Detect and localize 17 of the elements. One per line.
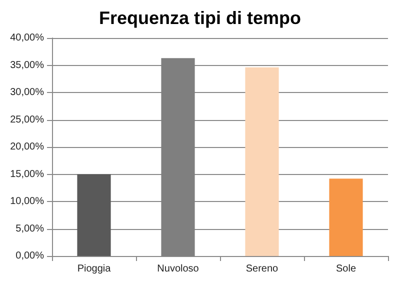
x-tick-label: Sole [336, 264, 356, 274]
x-tick-label: Pioggia [77, 264, 112, 274]
y-tick-label: 10,00% [10, 196, 44, 207]
bar [77, 174, 111, 256]
y-tick-label: 5,00% [16, 223, 44, 234]
y-tick-label: 35,00% [10, 60, 44, 71]
chart-title: Frequenza tipi di tempo [98, 8, 302, 28]
x-tick-label: Nuvoloso [157, 264, 200, 274]
y-tick-label: 40,00% [10, 32, 44, 44]
y-tick-label: 25,00% [10, 114, 44, 126]
x-tick-label: Sereno [246, 264, 279, 274]
y-tick-label: 30,00% [10, 87, 44, 98]
y-tick-label: 15,00% [10, 168, 44, 180]
bar [329, 178, 363, 256]
y-tick-label: 0,00% [16, 250, 44, 262]
bar [245, 67, 279, 256]
y-tick-label: 20,00% [10, 142, 44, 152]
